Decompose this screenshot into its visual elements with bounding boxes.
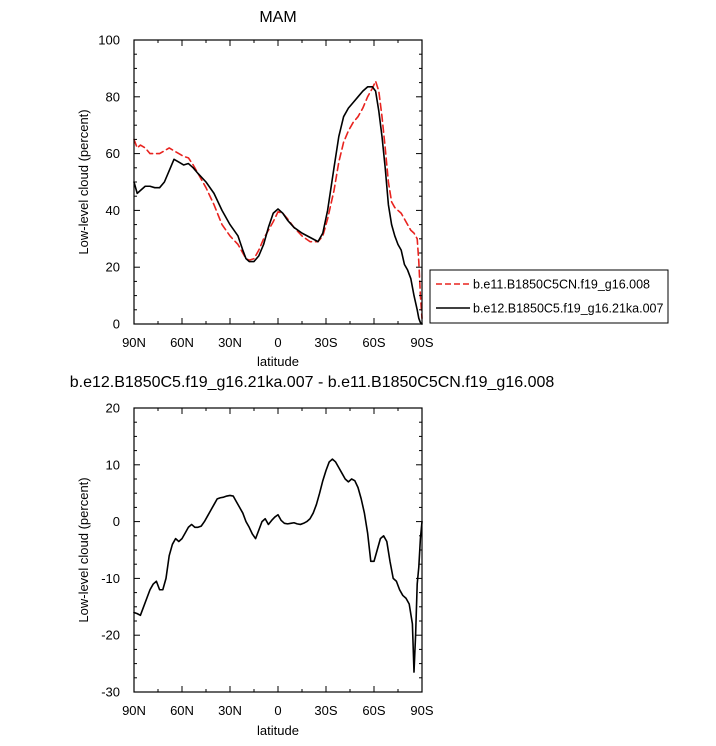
bottom-x-tick-label: 60S bbox=[362, 703, 385, 718]
top-panel-title: MAM bbox=[259, 9, 296, 26]
top-y-tick-label: 20 bbox=[106, 260, 120, 275]
top-x-tick-label: 30S bbox=[314, 335, 337, 350]
bottom-y-tick-label: -10 bbox=[101, 571, 120, 586]
top-x-tick-label: 90N bbox=[122, 335, 146, 350]
bottom-x-tick-label: 90N bbox=[122, 703, 146, 718]
bottom-x-axis-title: latitude bbox=[257, 723, 299, 738]
bottom-x-tick-label: 30N bbox=[218, 703, 242, 718]
top-y-tick-label: 40 bbox=[106, 203, 120, 218]
bottom-x-tick-label: 90S bbox=[410, 703, 433, 718]
top-y-tick-label: 60 bbox=[106, 146, 120, 161]
legend-box: b.e11.B1850C5CN.f19_g16.008 b.e12.B1850C… bbox=[429, 269, 669, 324]
top-plot-frame bbox=[133, 39, 423, 325]
top-y-tick-label: 100 bbox=[98, 33, 120, 48]
top-x-axis-title: latitude bbox=[257, 354, 299, 369]
bottom-x-tick-label: 30S bbox=[314, 703, 337, 718]
bottom-y-tick-label: -20 bbox=[101, 628, 120, 643]
top-y-tick-label: 80 bbox=[106, 89, 120, 104]
top-x-tick-label: 60S bbox=[362, 335, 385, 350]
bottom-y-tick-label: -30 bbox=[101, 685, 120, 700]
legend-label-red-series: b.e11.B1850C5CN.f19_g16.008 bbox=[473, 278, 650, 292]
top-y-tick-label: 0 bbox=[113, 317, 120, 332]
bottom-x-tick-label: 0 bbox=[274, 703, 281, 718]
bottom-panel-title: b.e12.B1850C5.f19_g16.21ka.007 - b.e11.B… bbox=[70, 374, 555, 391]
legend-frame bbox=[429, 269, 669, 324]
bottom-y-tick-label: 20 bbox=[106, 401, 120, 416]
bottom-y-axis-title: Low-level cloud (percent) bbox=[76, 477, 91, 622]
top-plot-marks: 90N 60N 30N 0 30S 60S 90S 0 20 40 60 80 100 bbox=[98, 33, 434, 351]
top-x-tick-label: 30N bbox=[218, 335, 242, 350]
top-x-tick-label: 0 bbox=[274, 335, 281, 350]
top-series-line-1 bbox=[133, 86, 423, 325]
bottom-series-line-0 bbox=[133, 458, 423, 673]
bottom-plot-marks: 90N 60N 30N 0 30S 60S 90S -30 -20 -10 0 10 20 bbox=[101, 401, 434, 719]
bottom-y-tick-label: 10 bbox=[106, 457, 120, 472]
top-panel: MAM latitude Low-level cloud (percent) 9… bbox=[76, 9, 434, 369]
top-y-axis-title: Low-level cloud (percent) bbox=[76, 109, 91, 254]
legend-label-black-series: b.e12.B1850C5.f19_g16.21ka.007 bbox=[473, 302, 663, 316]
top-x-tick-label: 90S bbox=[410, 335, 433, 350]
top-x-tick-label: 60N bbox=[170, 335, 194, 350]
bottom-plot-frame bbox=[133, 407, 423, 693]
bottom-panel: b.e12.B1850C5.f19_g16.21ka.007 - b.e11.B… bbox=[70, 374, 555, 738]
bottom-x-tick-label: 60N bbox=[170, 703, 194, 718]
bottom-y-tick-label: 0 bbox=[113, 514, 120, 529]
